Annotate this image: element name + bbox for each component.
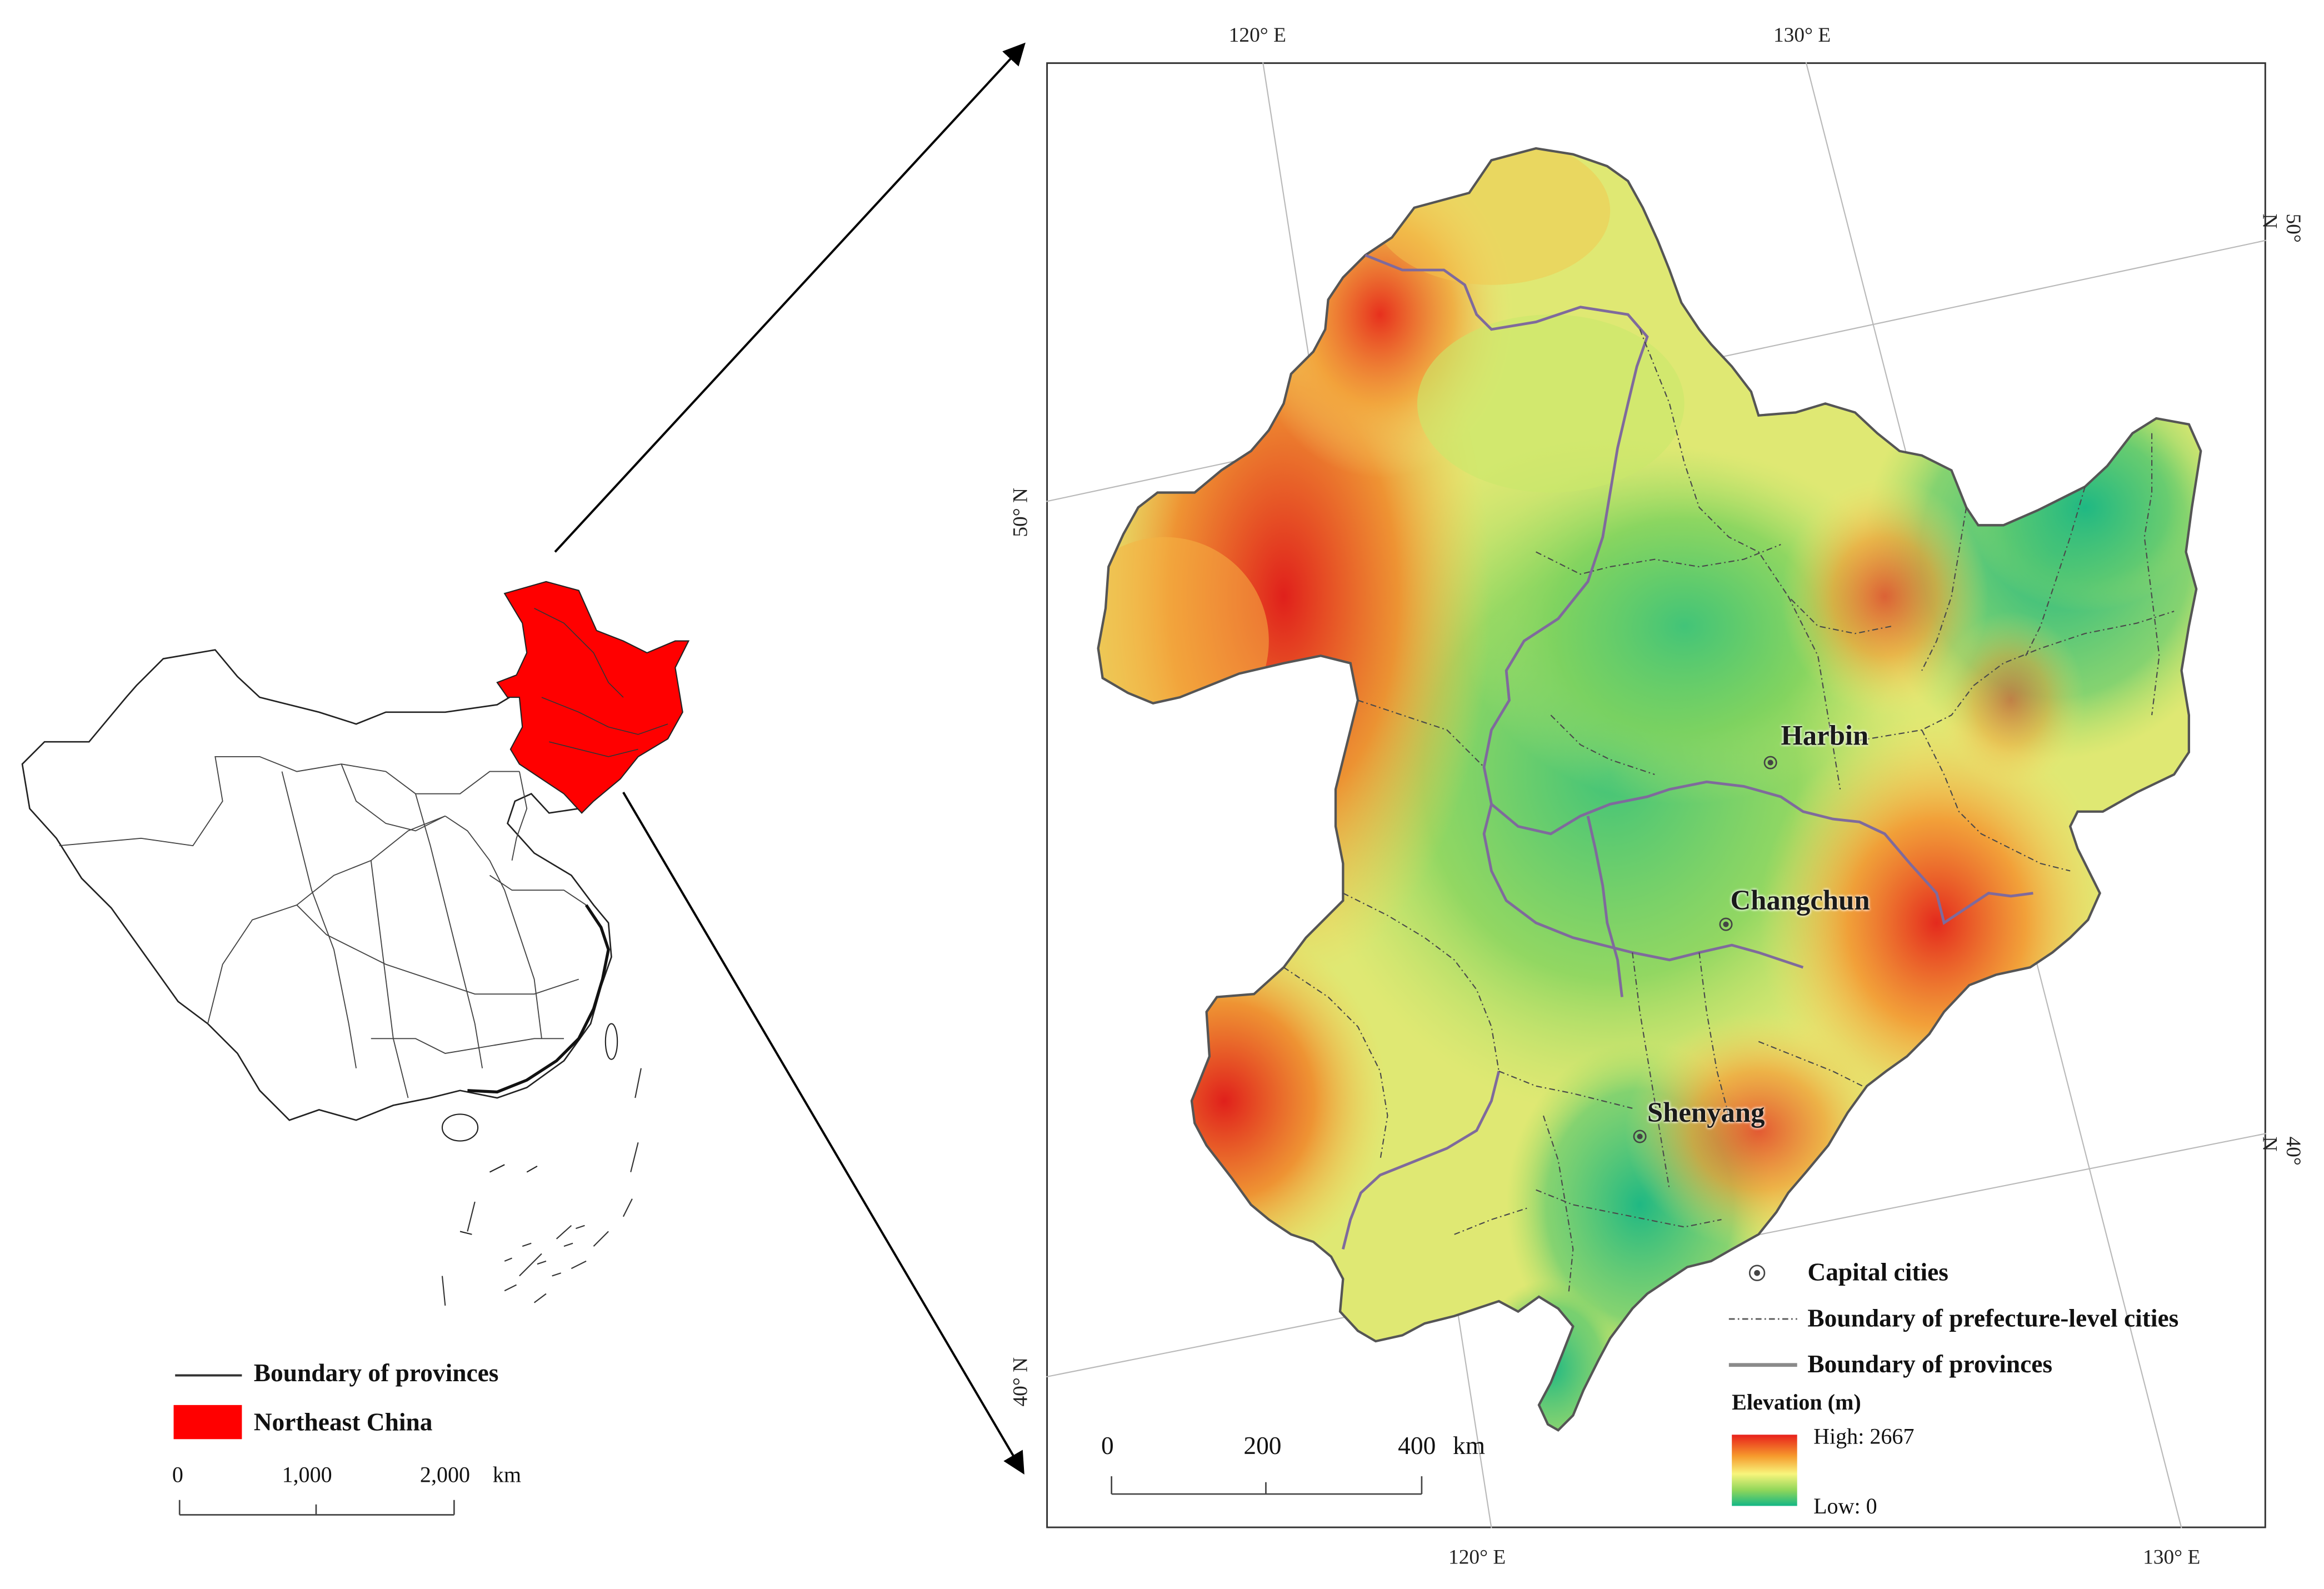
graticule-label-bottom-120e: 120° E bbox=[1448, 1547, 1506, 1570]
northeast-elevation-map bbox=[1046, 62, 2266, 1528]
detail-legend-symbols bbox=[1728, 1265, 1797, 1367]
province-boundaries bbox=[59, 756, 587, 1098]
detail-scalebar bbox=[1111, 1476, 1423, 1495]
overview-scale-unit: km bbox=[492, 1464, 522, 1488]
overview-scale-tick-0: 0 bbox=[172, 1464, 183, 1488]
city-label-changchun: Changchun bbox=[1730, 886, 1870, 917]
prefecture-boundary-lines bbox=[1283, 329, 2175, 1294]
legend-elevation-title: Elevation (m) bbox=[1732, 1391, 1861, 1416]
detail-scale-tick-0: 0 bbox=[1101, 1431, 1114, 1460]
south-china-sea-islands bbox=[441, 1068, 642, 1306]
detail-scale-tick-400: 400 bbox=[1398, 1431, 1436, 1460]
northeast-china-region bbox=[496, 581, 690, 814]
overview-legend-region-swatch bbox=[173, 1405, 242, 1440]
legend-elevation-high: High: 2667 bbox=[1813, 1426, 1915, 1450]
china-overview-map bbox=[21, 581, 690, 1516]
graticule-label-right-50n: 50° N bbox=[2257, 213, 2303, 243]
coastline-detail bbox=[467, 904, 610, 1094]
overview-scalebar bbox=[178, 1500, 455, 1516]
province-boundary-lines bbox=[1342, 254, 2033, 1250]
detail-scale-tick-200: 200 bbox=[1243, 1431, 1282, 1460]
graticule-label-top-120e: 120° E bbox=[1228, 25, 1286, 48]
graticule-label-left-40n: 40° N bbox=[1011, 1357, 1033, 1407]
overview-scale-tick-1000: 1,000 bbox=[282, 1464, 332, 1488]
detail-scale-unit: km bbox=[1453, 1431, 1486, 1460]
overview-scale-tick-2000: 2,000 bbox=[419, 1464, 471, 1488]
legend-prefecture-boundary-label: Boundary of prefecture-level cities bbox=[1807, 1304, 2179, 1333]
elevation-color-ramp bbox=[1732, 1435, 1797, 1506]
legend-elevation-low: Low: 0 bbox=[1813, 1495, 1877, 1520]
capital-city-markers bbox=[1633, 756, 1777, 1143]
china-outline bbox=[21, 649, 612, 1121]
city-label-harbin: Harbin bbox=[1781, 721, 1869, 752]
legend-capital-cities-label: Capital cities bbox=[1807, 1258, 1948, 1287]
city-label-shenyang: Shenyang bbox=[1647, 1098, 1765, 1130]
islands bbox=[441, 1023, 618, 1235]
graticule-label-right-40n: 40° N bbox=[2257, 1136, 2303, 1166]
northeast-internal-boundaries bbox=[534, 608, 668, 757]
legend-province-boundary-label: Boundary of provinces bbox=[1807, 1350, 2053, 1378]
overview-legend-region-label: Northeast China bbox=[253, 1408, 433, 1436]
graticule-label-left-50n: 50° N bbox=[1011, 487, 1033, 537]
overview-legend-boundary-label: Boundary of provinces bbox=[253, 1359, 499, 1387]
graticule-label-top-130e: 130° E bbox=[1773, 25, 1831, 48]
graticule-label-bottom-130e: 130° E bbox=[2143, 1547, 2201, 1570]
